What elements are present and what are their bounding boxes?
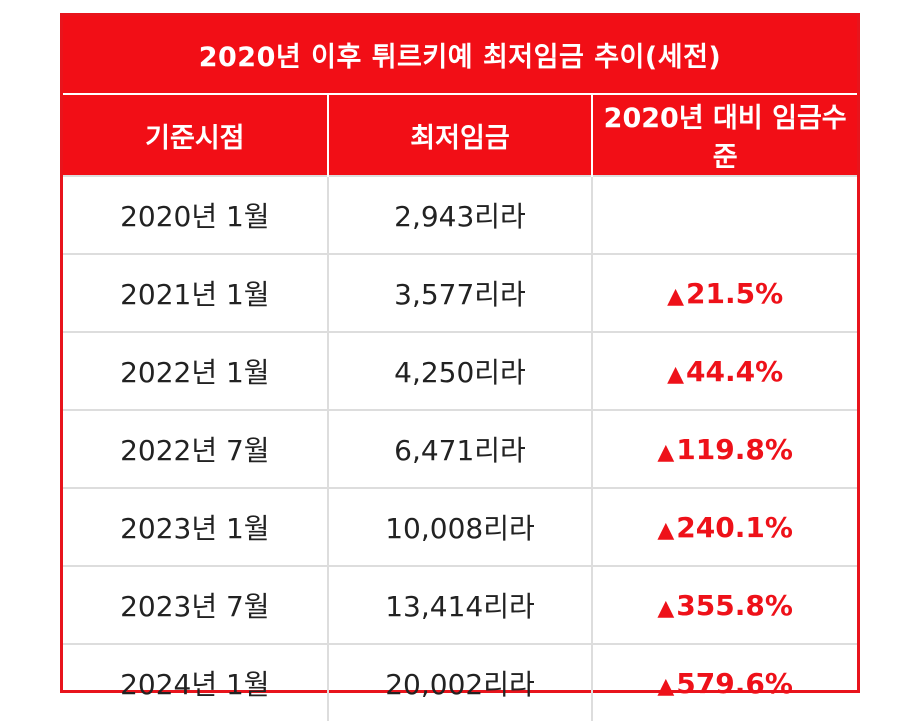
- table-title: 2020년 이후 튀르키예 최저임금 추이(세전): [63, 16, 857, 95]
- row-wage: 6,471리라: [326, 409, 593, 488]
- change-value: 579.6%: [676, 666, 793, 700]
- wage-table-container: 2020년 이후 튀르키예 최저임금 추이(세전) 기준시점 최저임금 2020…: [60, 13, 860, 721]
- header-date: 기준시점: [63, 94, 328, 176]
- row-wage: 13,414리라: [326, 565, 593, 644]
- row-wage: 2,943리라: [326, 175, 593, 254]
- change-value: 21.5%: [686, 276, 784, 310]
- table-row: 2021년 1월 3,577리라 ▲21.5%: [63, 253, 857, 332]
- row-date: 2023년 7월: [63, 565, 328, 644]
- increase-triangle-icon: ▲: [657, 517, 675, 543]
- row-date: 2021년 1월: [63, 253, 328, 332]
- change-value: 240.1%: [676, 510, 793, 544]
- row-date: 2023년 1월: [63, 487, 328, 566]
- table-row: 2020년 1월 2,943리라: [63, 175, 857, 254]
- change-value: 355.8%: [676, 588, 793, 622]
- row-change: ▲355.8%: [591, 565, 857, 644]
- table-row: 2022년 1월 4,250리라 ▲44.4%: [63, 331, 857, 410]
- row-wage: 20,002리라: [326, 643, 593, 721]
- minimum-wage-table: 2020년 이후 튀르키예 최저임금 추이(세전) 기준시점 최저임금 2020…: [63, 16, 857, 721]
- row-change: ▲119.8%: [591, 409, 857, 488]
- increase-triangle-icon: ▲: [657, 439, 675, 465]
- row-wage: 10,008리라: [326, 487, 593, 566]
- increase-triangle-icon: ▲: [667, 283, 685, 309]
- change-value: 119.8%: [676, 432, 793, 466]
- header-wage: 최저임금: [326, 94, 593, 176]
- row-date: 2022년 7월: [63, 409, 328, 488]
- row-change: ▲579.6%: [591, 643, 857, 721]
- table-row: 2022년 7월 6,471리라 ▲119.8%: [63, 409, 857, 488]
- row-date: 2024년 1월: [63, 643, 328, 721]
- row-change: ▲240.1%: [591, 487, 857, 566]
- table-row: 2023년 7월 13,414리라 ▲355.8%: [63, 565, 857, 644]
- increase-triangle-icon: ▲: [657, 673, 675, 699]
- row-change: ▲21.5%: [591, 253, 857, 332]
- row-date: 2020년 1월: [63, 175, 328, 254]
- increase-triangle-icon: ▲: [667, 361, 685, 387]
- change-value: 44.4%: [686, 354, 784, 388]
- row-change: ▲44.4%: [591, 331, 857, 410]
- table-row: 2024년 1월 20,002리라 ▲579.6%: [63, 643, 857, 721]
- row-wage: 3,577리라: [326, 253, 593, 332]
- row-date: 2022년 1월: [63, 331, 328, 410]
- increase-triangle-icon: ▲: [657, 595, 675, 621]
- row-change-empty: [591, 175, 857, 254]
- header-change: 2020년 대비 임금수준: [591, 94, 857, 176]
- row-wage: 4,250리라: [326, 331, 593, 410]
- table-row: 2023년 1월 10,008리라 ▲240.1%: [63, 487, 857, 566]
